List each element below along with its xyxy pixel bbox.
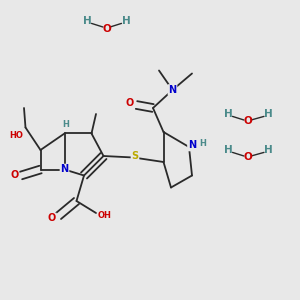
Text: O: O [243,152,252,163]
Text: H: H [264,145,273,155]
Text: O: O [48,213,56,224]
Text: O: O [102,23,111,34]
Text: O: O [10,170,19,181]
Text: H: H [224,109,232,119]
Text: H: H [224,145,232,155]
Text: N: N [168,85,177,95]
Text: O: O [126,98,134,109]
Text: N: N [60,164,69,175]
Text: N: N [188,140,196,151]
Text: H: H [199,139,206,148]
Text: OH: OH [98,211,112,220]
Text: H: H [82,16,91,26]
Text: O: O [243,116,252,127]
Text: HO: HO [10,130,23,140]
Text: S: S [131,151,139,161]
Text: H: H [63,120,69,129]
Text: H: H [122,16,130,26]
Text: H: H [264,109,273,119]
